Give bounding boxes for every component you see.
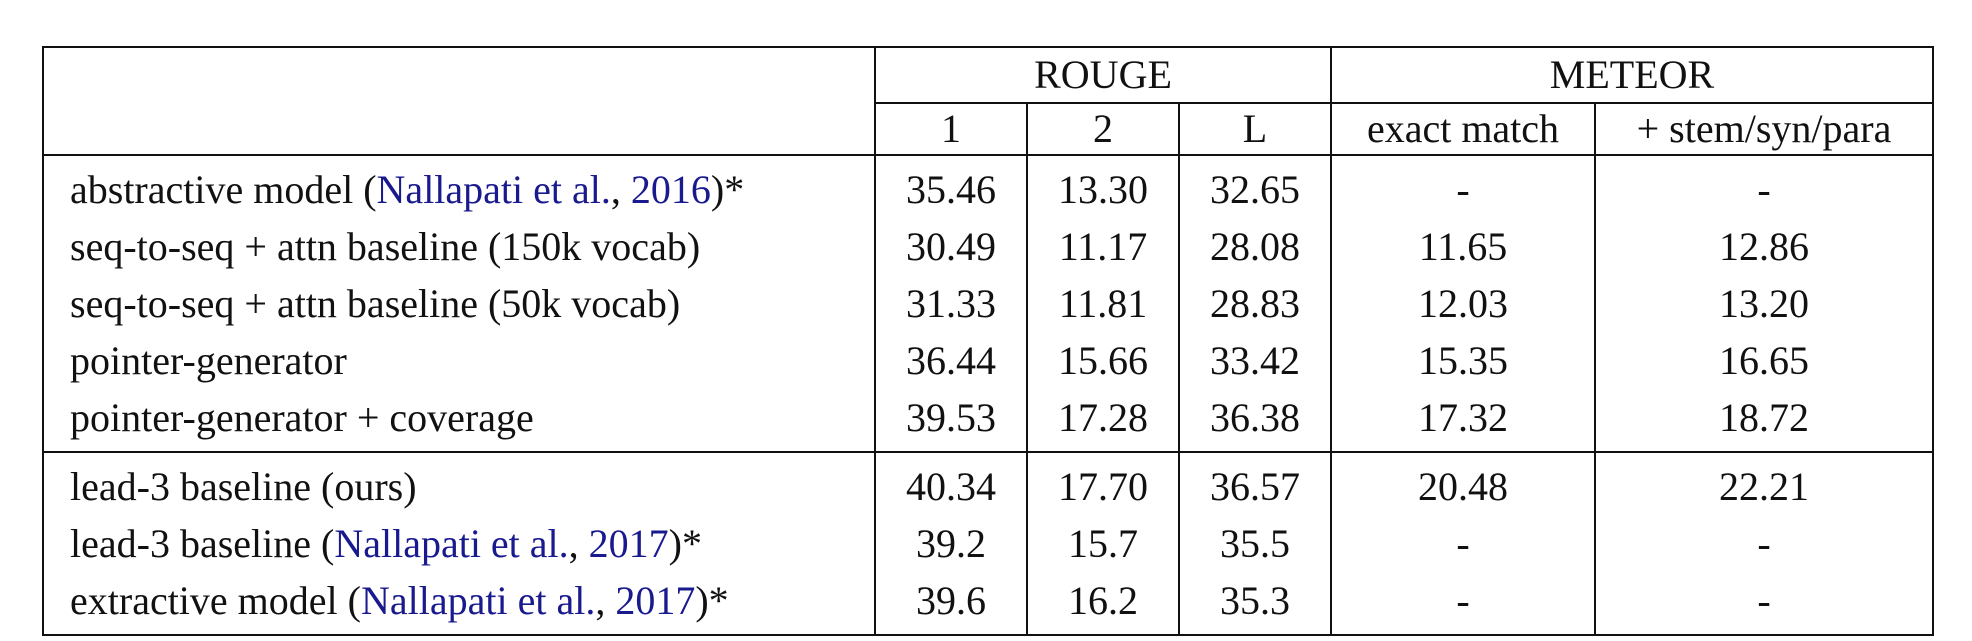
rouge-l-value: 35.5 [1178,515,1331,572]
header-meteor-exact: exact match [1330,103,1595,156]
rouge-1-value: 39.53 [874,389,1027,453]
header-meteor: METEOR [1330,46,1934,104]
model-name-cell: pointer-generator [42,332,875,389]
model-name-suffix: )* [710,166,745,212]
rouge-2-value: 15.66 [1026,332,1179,389]
rouge-l-value: 28.83 [1178,275,1331,332]
rouge-l-value: 36.57 [1178,452,1331,515]
model-name-cell: lead-3 baseline (Nallapati et al., 2017)… [42,515,875,572]
rouge-1-value: 31.33 [874,275,1027,332]
meteor-stem-value: 16.65 [1594,332,1934,389]
model-name-cell: lead-3 baseline (ours) [42,452,875,515]
header-empty-cell [42,46,875,103]
citation-separator: , [568,520,589,566]
table-row: pointer-generator 36.44 15.66 33.42 15.35 16.… [42,332,1934,389]
header-meteor-stem: + stem/syn/para [1594,103,1934,156]
rouge-1-value: 36.44 [874,332,1027,389]
citation-year-link[interactable]: 2017 [615,577,696,623]
table-row: lead-3 baseline (ours) 40.34 17.70 36.57 20.… [42,452,1934,515]
rouge-1-value: 39.6 [874,572,1027,636]
rouge-l-value: 28.08 [1178,218,1331,275]
header-rouge-l: L [1178,103,1331,156]
model-name-prefix: extractive model ( [70,577,361,623]
rouge-l-value: 36.38 [1178,389,1331,453]
rouge-1-value: 40.34 [874,452,1027,515]
header-row-metrics: 1 2 L exact match + stem/syn/para [42,103,1934,156]
meteor-stem-value: - [1594,572,1934,636]
meteor-stem-value: 13.20 [1594,275,1934,332]
rouge-2-value: 17.28 [1026,389,1179,453]
table-row: seq-to-seq + attn baseline (50k vocab) 31… [42,275,1934,332]
rouge-2-value: 11.81 [1026,275,1179,332]
meteor-stem-value: 12.86 [1594,218,1934,275]
meteor-exact-value: 12.03 [1330,275,1595,332]
header-rouge: ROUGE [874,46,1331,104]
model-name-suffix: )* [668,520,702,566]
rouge-2-value: 17.70 [1026,452,1179,515]
header-rouge-1: 1 [874,103,1027,156]
model-name: seq-to-seq + attn baseline (50k vocab) [70,280,681,326]
model-name-cell: abstractive model (Nallapati et al., 201… [42,155,875,218]
rouge-1-value: 35.46 [874,155,1027,218]
model-name: pointer-generator [70,337,347,383]
citation-year-link[interactable]: 2016 [630,166,711,212]
header-row-groups: ROUGE METEOR [42,46,1934,104]
rouge-1-value: 30.49 [874,218,1027,275]
model-name-cell: seq-to-seq + attn baseline (50k vocab) [42,275,875,332]
meteor-stem-value: 18.72 [1594,389,1934,453]
citation-authors-link[interactable]: Nallapati et al. [334,520,569,566]
model-name-prefix: abstractive model ( [70,166,377,212]
model-name: seq-to-seq + attn baseline (150k vocab) [70,223,701,269]
meteor-exact-value: 20.48 [1330,452,1595,515]
model-name-suffix: )* [695,577,729,623]
model-name-cell: pointer-generator + coverage [42,389,875,453]
meteor-exact-value: 17.32 [1330,389,1595,453]
citation-year-link[interactable]: 2017 [588,520,669,566]
rouge-1-value: 39.2 [874,515,1027,572]
meteor-exact-value: - [1330,572,1595,636]
model-name-cell: seq-to-seq + attn baseline (150k vocab) [42,218,875,275]
citation-authors-link[interactable]: Nallapati et al. [360,577,596,623]
rouge-2-value: 11.17 [1026,218,1179,275]
meteor-stem-value: - [1594,155,1934,218]
model-name-prefix: lead-3 baseline ( [70,520,335,566]
meteor-exact-value: 15.35 [1330,332,1595,389]
header-empty-cell [42,103,875,156]
model-name: lead-3 baseline (ours) [70,463,417,509]
rouge-2-value: 13.30 [1026,155,1179,218]
citation-separator: , [595,577,616,623]
citation-authors-link[interactable]: Nallapati et al. [376,166,611,212]
meteor-exact-value: 11.65 [1330,218,1595,275]
citation-separator: , [610,166,631,212]
table-row: abstractive model (Nallapati et al., 201… [42,155,1934,218]
meteor-exact-value: - [1330,515,1595,572]
rouge-l-value: 32.65 [1178,155,1331,218]
model-name-cell: extractive model (Nallapati et al., 2017… [42,572,875,636]
meteor-exact-value: - [1330,155,1595,218]
table-body: abstractive model (Nallapati et al., 201… [42,155,1934,636]
table-row: lead-3 baseline (Nallapati et al., 2017)… [42,515,1934,572]
results-table: ROUGE METEOR 1 2 L exact match + stem/sy… [42,46,1934,636]
model-name: pointer-generator + coverage [70,394,534,440]
table-row: pointer-generator + coverage 39.53 17.28 36… [42,389,1934,453]
table-row: seq-to-seq + attn baseline (150k vocab) 3… [42,218,1934,275]
header-rouge-2: 2 [1026,103,1179,156]
table-row: extractive model (Nallapati et al., 2017… [42,572,1934,636]
rouge-2-value: 15.7 [1026,515,1179,572]
meteor-stem-value: - [1594,515,1934,572]
rouge-l-value: 33.42 [1178,332,1331,389]
rouge-l-value: 35.3 [1178,572,1331,636]
meteor-stem-value: 22.21 [1594,452,1934,515]
rouge-2-value: 16.2 [1026,572,1179,636]
